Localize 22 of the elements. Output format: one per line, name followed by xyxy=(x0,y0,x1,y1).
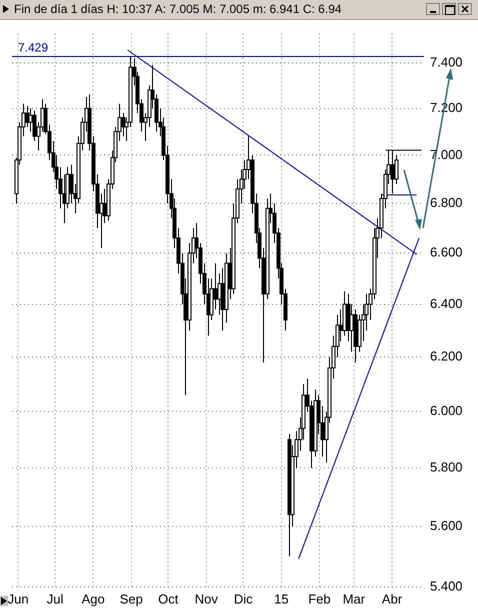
x-tick-label: Mar xyxy=(342,591,366,606)
y-tick-label: 6.800 xyxy=(430,195,463,210)
ref-line-label: 7.429 xyxy=(18,40,48,55)
chart-title: Fin de día 1 días H: 10:37 A: 7.005 M: 7.005 m: 6.941 C: 6.94 xyxy=(14,2,342,16)
y-tick-label: 6.600 xyxy=(430,244,463,260)
y-tick-label: 7.400 xyxy=(430,54,463,70)
x-tick-label: 15 xyxy=(274,591,289,606)
x-tick-label: Ago xyxy=(82,591,105,606)
x-tick-label: Jul xyxy=(46,591,64,606)
y-tick-label: 6.200 xyxy=(430,348,463,364)
x-tick-label: Sep xyxy=(120,591,143,606)
y-tick-label: 6.000 xyxy=(430,403,463,418)
y-tick-label: 5.600 xyxy=(430,518,463,533)
x-tick-label: Oct xyxy=(158,591,179,606)
x-tick-label: Jun xyxy=(8,591,29,606)
y-tick-label: 5.800 xyxy=(430,460,463,475)
x-tick-label: Nov xyxy=(194,591,218,606)
x-tick-label: Dic xyxy=(234,591,254,606)
y-tick-label: 6.400 xyxy=(430,296,463,311)
y-tick-label: 5.400 xyxy=(430,578,463,594)
x-tick-label: Abr xyxy=(382,591,403,606)
x-tick-label: Feb xyxy=(308,591,331,606)
